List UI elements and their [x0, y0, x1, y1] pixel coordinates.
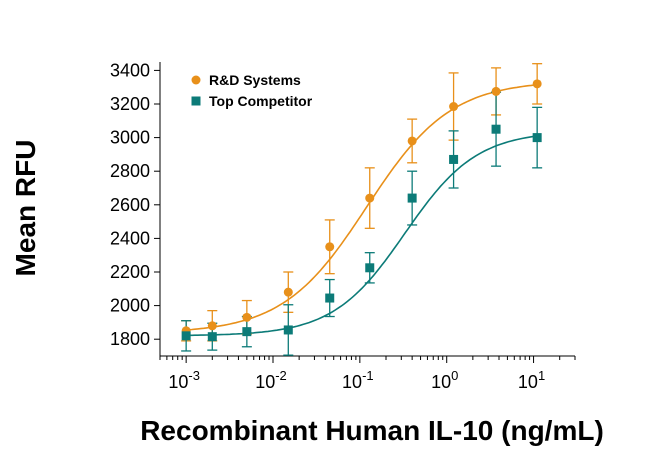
legend-marker-rd-systems — [191, 75, 201, 85]
y-tick-label: 2800 — [110, 161, 150, 181]
data-point-rd-systems — [283, 287, 293, 297]
data-point-top-competitor — [407, 193, 417, 203]
data-points — [181, 79, 542, 342]
y-tick-label: 1800 — [110, 329, 150, 349]
data-point-rd-systems — [207, 321, 217, 331]
y-tick-label: 2400 — [110, 228, 150, 248]
data-point-rd-systems — [365, 193, 375, 203]
y-tick-label: 2200 — [110, 262, 150, 282]
x-tick-label: 10-3 — [168, 368, 200, 392]
data-point-top-competitor — [365, 263, 375, 273]
data-point-rd-systems — [242, 312, 252, 322]
data-point-top-competitor — [181, 331, 191, 341]
x-axis-title: Recombinant Human IL-10 (ng/mL) — [140, 415, 604, 446]
y-tick-label: 2600 — [110, 195, 150, 215]
data-point-rd-systems — [449, 102, 459, 112]
x-tick-label: 10-1 — [342, 368, 374, 392]
y-tick-label: 3000 — [110, 128, 150, 148]
y-tick-label: 3200 — [110, 94, 150, 114]
fit-curve-rd-systems — [186, 83, 538, 331]
data-point-rd-systems — [532, 79, 542, 89]
fit-curve-top-competitor — [186, 135, 538, 337]
x-axis-ticks: 10-3 10-2 10-1 100 101 — [159, 356, 576, 392]
y-tick-label: 2000 — [110, 296, 150, 316]
legend: R&D Systems Top Competitor — [191, 72, 313, 109]
data-point-rd-systems — [491, 86, 501, 96]
data-point-top-competitor — [491, 124, 501, 134]
y-axis-title: Mean RFU — [10, 140, 41, 277]
legend-label-top-competitor: Top Competitor — [209, 93, 313, 109]
axes — [159, 62, 575, 357]
data-point-top-competitor — [532, 133, 542, 143]
data-point-rd-systems — [325, 242, 335, 252]
x-tick-label: 100 — [431, 368, 458, 392]
y-tick-label: 3400 — [110, 60, 150, 80]
data-point-top-competitor — [242, 327, 252, 337]
data-point-top-competitor — [449, 154, 459, 164]
legend-marker-top-competitor — [191, 96, 201, 106]
x-tick-label: 10-2 — [255, 368, 287, 392]
data-point-top-competitor — [325, 293, 335, 303]
x-tick-label: 101 — [518, 368, 545, 392]
data-point-rd-systems — [407, 136, 417, 146]
y-axis-ticks: 1800 2000 2200 2400 2600 2800 3000 3200 3400 — [110, 60, 160, 349]
legend-label-rd-systems: R&D Systems — [209, 72, 301, 88]
data-point-top-competitor — [283, 325, 293, 335]
data-point-top-competitor — [207, 332, 217, 342]
fit-curves — [186, 83, 538, 337]
